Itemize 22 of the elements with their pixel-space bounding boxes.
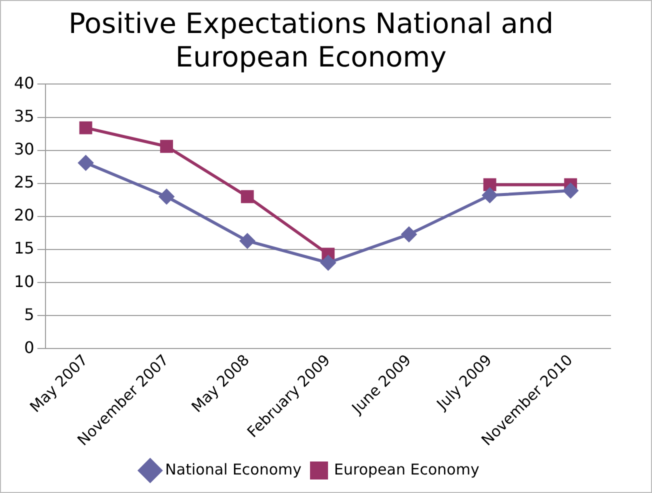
y-tick-label: 20 xyxy=(14,206,34,225)
point xyxy=(320,255,336,270)
point xyxy=(160,140,174,153)
y-tick-label: 40 xyxy=(14,73,34,92)
legend-label: European Economy xyxy=(334,460,480,478)
y-tick-label: 10 xyxy=(14,272,34,291)
y-tick-label: 5 xyxy=(24,304,34,324)
point xyxy=(159,189,174,204)
y-tick-label: 15 xyxy=(14,238,34,258)
y-tick-label: 30 xyxy=(14,139,34,158)
y-tick-label: 35 xyxy=(14,106,34,126)
point xyxy=(482,188,498,203)
point xyxy=(240,233,255,248)
chart-title: Positive Expectations National and European Economy xyxy=(68,7,554,74)
point xyxy=(78,155,94,170)
legend-label: National Economy xyxy=(165,460,302,478)
point xyxy=(401,226,416,242)
point xyxy=(79,121,92,134)
point xyxy=(563,183,578,198)
point xyxy=(240,190,254,204)
y-tick-label: 25 xyxy=(14,172,34,192)
y-tick-label: 0 xyxy=(24,338,34,357)
